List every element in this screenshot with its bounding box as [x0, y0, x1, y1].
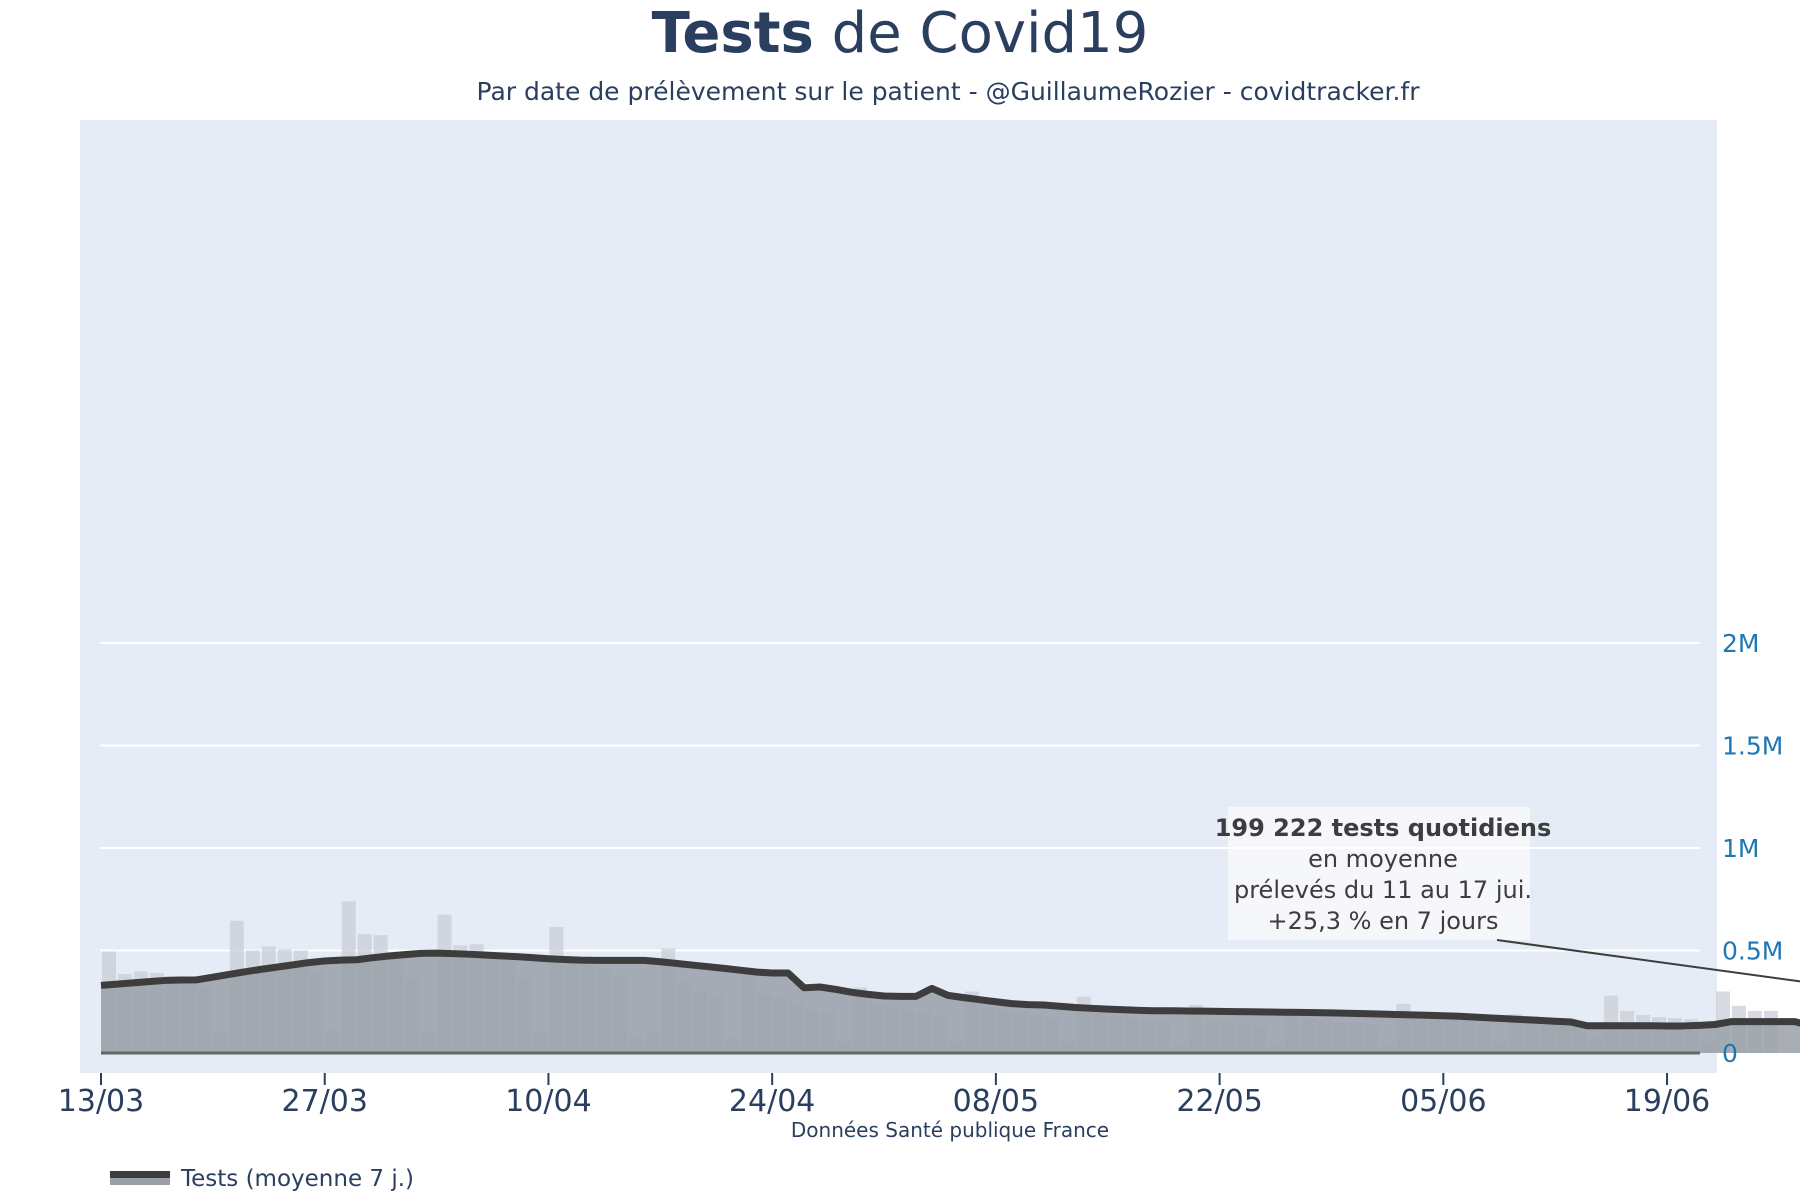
x-tick-label: 13/03: [58, 1084, 144, 1119]
y-tick-label: 2M: [1722, 629, 1759, 658]
y-tick-label: 0: [1722, 1039, 1738, 1068]
legend-swatch-line: [110, 1171, 170, 1178]
source-note: Données Santé publique France: [791, 1118, 1109, 1142]
annotation-arrow: [1496, 939, 1800, 983]
chart-title-rest: de Covid19: [814, 1, 1148, 66]
y-tick-label: 1M: [1722, 834, 1759, 863]
x-tick-label: 27/03: [281, 1084, 367, 1119]
y-tick-label: 1.5M: [1722, 732, 1783, 761]
x-axis-ticks: 13/03 27/03 10/04 24/04 08/05 22/05 05/06 19/06: [58, 1073, 1710, 1119]
annotation-line4: +25,3 % en 7 jours: [1267, 907, 1498, 935]
annotation-line1: 199 222 tests quotidiens: [1215, 814, 1552, 842]
x-tick-label: 22/05: [1176, 1084, 1262, 1119]
chart-subtitle: Par date de prélèvement sur le patient -…: [477, 77, 1421, 106]
x-tick-label: 10/04: [505, 1084, 591, 1119]
average-area: [101, 953, 1800, 1053]
x-tick-label: 24/04: [729, 1084, 815, 1119]
x-tick-label: 05/06: [1400, 1084, 1486, 1119]
annotation-line3: prélevés du 11 au 17 jui.: [1234, 876, 1532, 904]
y-tick-label: 0.5M: [1722, 937, 1783, 966]
average-line-shape: [100, 949, 1800, 1030]
legend-swatch-area: [110, 1178, 170, 1185]
legend: Tests (moyenne 7 j.): [110, 1166, 414, 1192]
average-area-shape: [101, 953, 1800, 1053]
x-tick-label: 08/05: [953, 1084, 1039, 1119]
chart-title-bold: Tests: [652, 1, 814, 66]
chart-title: Tests de Covid19: [652, 1, 1149, 66]
legend-label: Tests (moyenne 7 j.): [180, 1166, 414, 1192]
x-tick-label: 19/06: [1624, 1084, 1710, 1119]
annotation: 199 222 tests quotidiens en moyenne prél…: [1215, 807, 1800, 983]
annotation-box: [1228, 807, 1530, 940]
y-axis-ticks: 0 0.5M 1M 1.5M 2M: [1722, 629, 1783, 1068]
average-line: [100, 949, 1800, 1055]
annotation-line2: en moyenne: [1308, 845, 1458, 873]
